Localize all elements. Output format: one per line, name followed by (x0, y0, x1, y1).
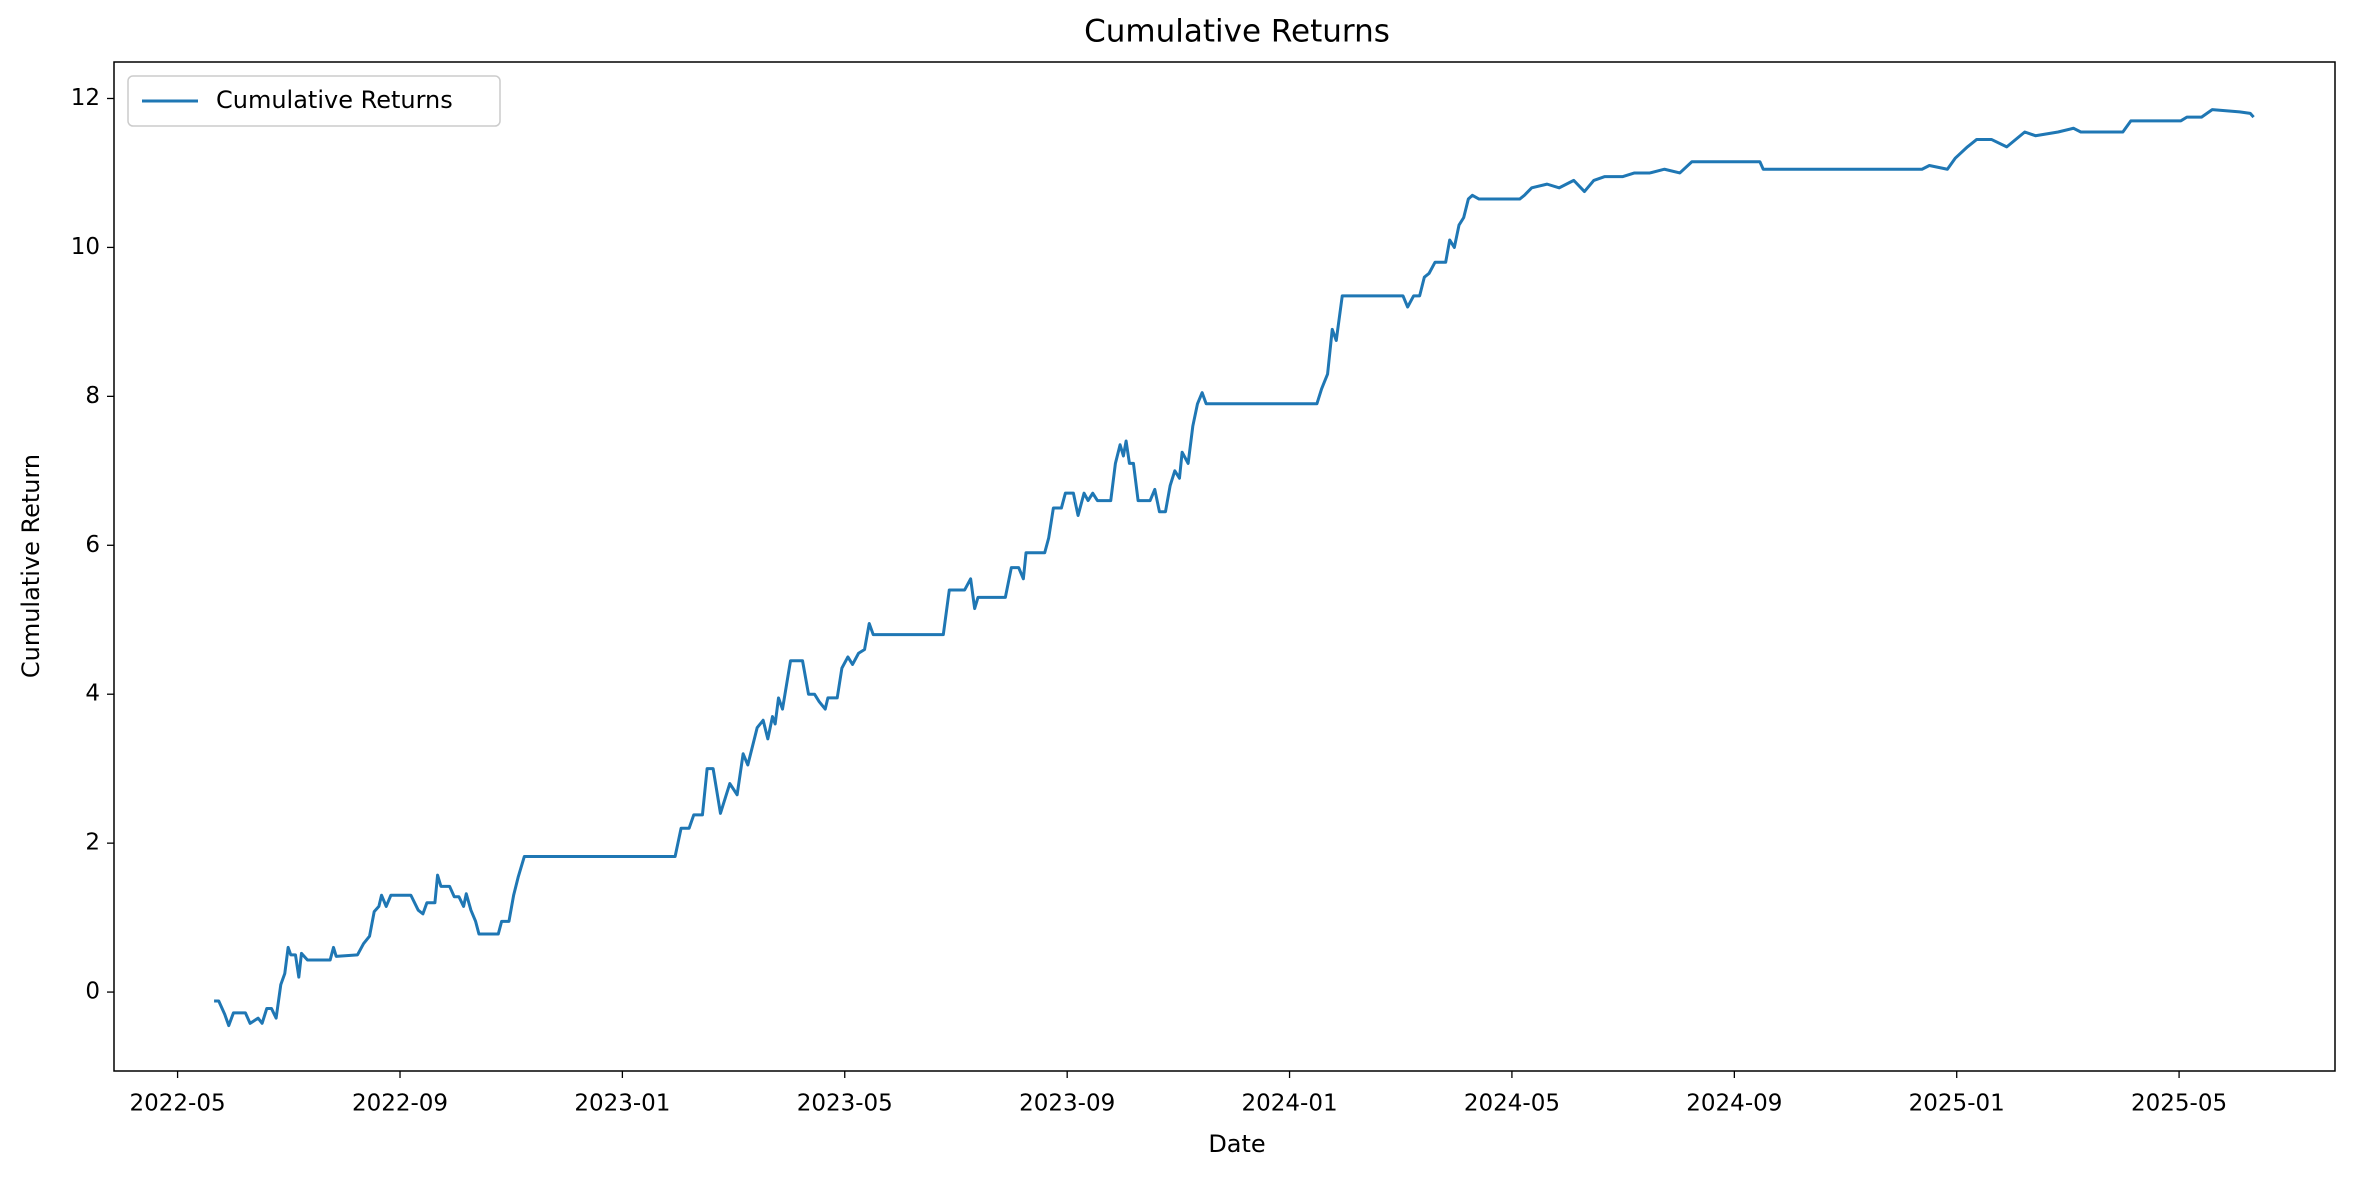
x-tick-label: 2022-09 (352, 1091, 448, 1117)
y-axis-label: Cumulative Return (17, 454, 45, 678)
legend-box (127, 75, 501, 127)
legend-label: Cumulative Returns (216, 86, 453, 114)
y-tick-label: 12 (71, 85, 100, 111)
x-tick-label: 2025-01 (1909, 1091, 2005, 1117)
y-tick-label: 0 (85, 979, 100, 1005)
line-series (214, 108, 2255, 1028)
x-tick-label: 2025-05 (2131, 1091, 2227, 1117)
x-tick-label: 2023-01 (574, 1091, 670, 1117)
x-tick-label: 2024-01 (1241, 1091, 1337, 1117)
x-axis-label: Date (1208, 1130, 1265, 1158)
x-tick-label: 2023-05 (797, 1091, 893, 1117)
chart-title: Cumulative Returns (1084, 14, 1390, 50)
x-tick-label: 2022-05 (130, 1091, 226, 1117)
y-tick-label: 8 (85, 383, 100, 409)
y-tick-label: 6 (85, 532, 100, 558)
y-tick-label: 4 (85, 681, 100, 707)
x-tick-label: 2024-09 (1686, 1091, 1782, 1117)
x-tick-label: 2023-09 (1019, 1091, 1115, 1117)
plot-frame (113, 61, 2336, 1072)
y-tick-label: 2 (85, 830, 100, 856)
x-tick-label: 2024-05 (1464, 1091, 1560, 1117)
y-tick-label: 10 (71, 234, 100, 260)
